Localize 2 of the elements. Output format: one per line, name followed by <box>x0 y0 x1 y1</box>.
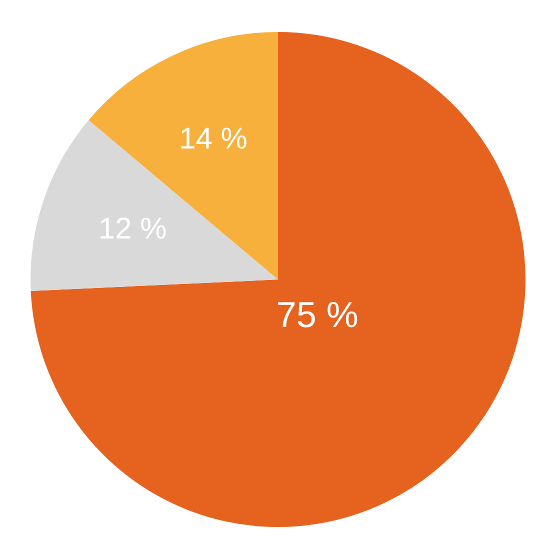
data-label: 75 % <box>276 294 358 336</box>
data-label: 14 % <box>179 122 248 156</box>
